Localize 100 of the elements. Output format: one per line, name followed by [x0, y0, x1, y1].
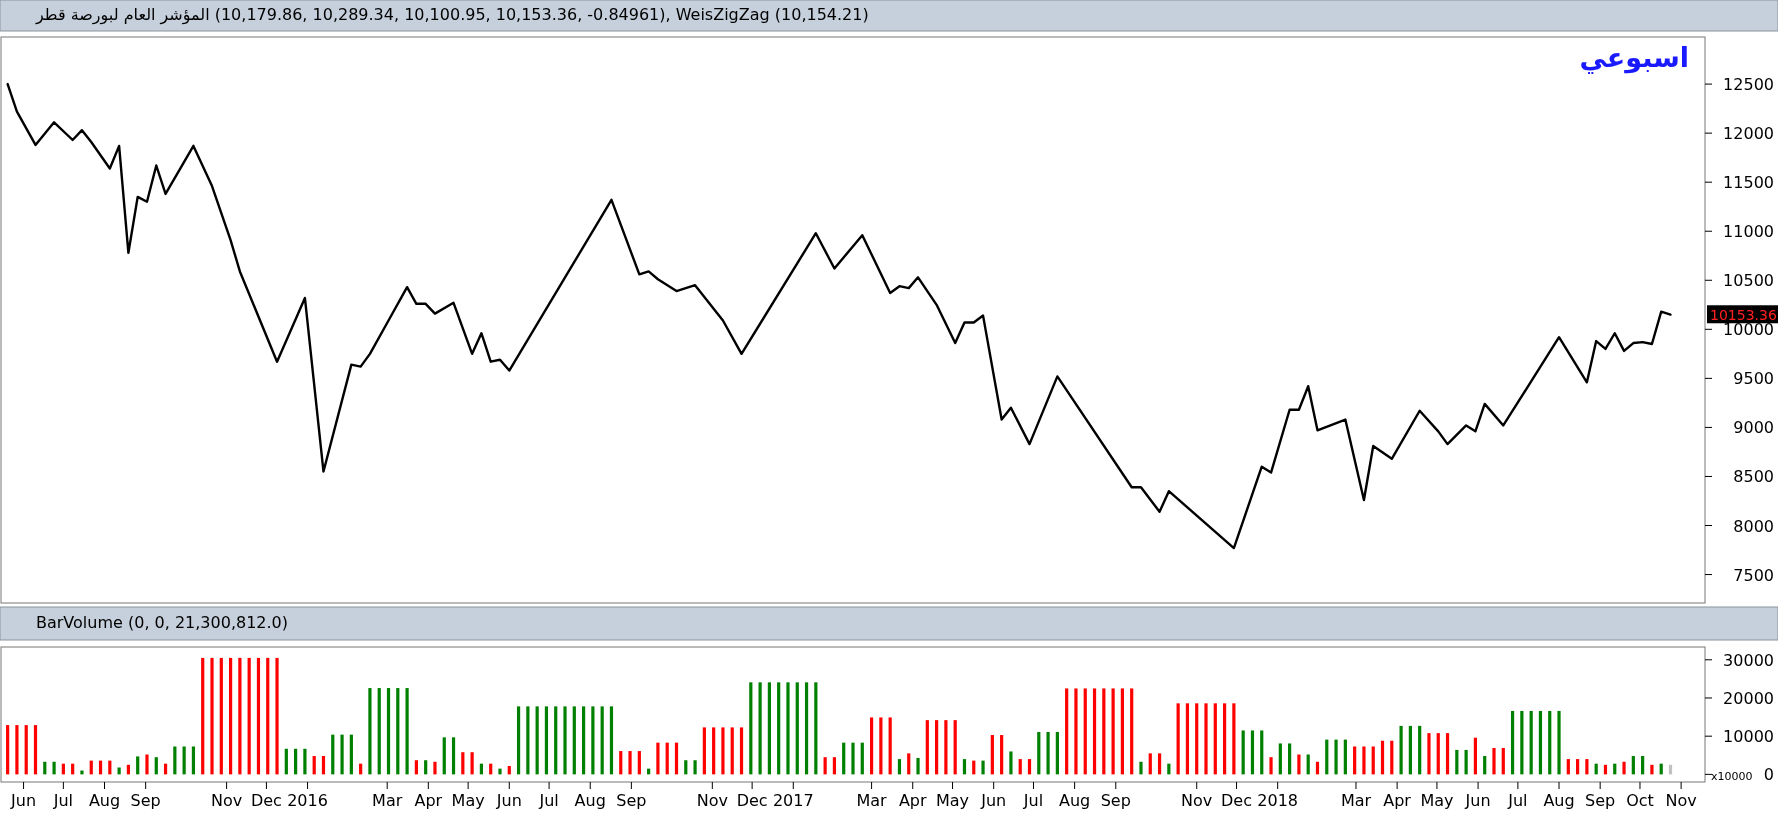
bar: [6, 725, 10, 775]
x-tick-label: Jul: [538, 791, 559, 810]
bar: [154, 757, 158, 775]
bar: [935, 720, 939, 775]
bar: [1427, 733, 1431, 775]
bar: [1139, 761, 1143, 775]
bar: [572, 706, 576, 775]
bar: [1464, 749, 1468, 775]
bar: [879, 717, 883, 775]
bar: [1353, 746, 1357, 775]
bar: [693, 760, 697, 775]
bar: [117, 767, 121, 775]
bar: [275, 657, 279, 775]
bar: [498, 768, 502, 775]
x-tick-label: Nov: [210, 791, 243, 810]
y-tick-label: 12000: [1723, 124, 1774, 144]
y-tick-label: 9000: [1733, 418, 1774, 438]
bar: [191, 746, 196, 775]
bar: [600, 706, 604, 775]
bar: [1092, 688, 1097, 775]
x-tick-label: Apr: [1383, 791, 1412, 810]
bar: [321, 756, 326, 775]
bar: [990, 735, 994, 775]
annotation: 10153.36: [1710, 307, 1777, 324]
line-series: [6, 82, 1672, 550]
bar: [1278, 743, 1282, 775]
x-tick-label: Nov: [1665, 791, 1697, 810]
x-tick-label: Nov: [1181, 791, 1213, 810]
bar: [1102, 688, 1106, 775]
bar: [24, 725, 28, 775]
x-tick-label: May: [451, 791, 485, 810]
y-tick-label: 10000: [1723, 727, 1774, 747]
bar: [526, 706, 530, 775]
y-tick-label: 10500: [1723, 271, 1774, 291]
bar: [1009, 751, 1013, 775]
bar: [637, 751, 641, 775]
x-tick-label: Dec: [250, 791, 282, 810]
bar: [628, 751, 632, 775]
x-tick-label: Apr: [414, 791, 443, 810]
bar: [15, 725, 19, 775]
bar: [916, 757, 920, 775]
bar: [897, 759, 902, 775]
bar: [1390, 740, 1394, 775]
x-tick-label: Aug: [1059, 791, 1091, 810]
bar: [43, 761, 47, 775]
bar: [749, 682, 753, 775]
bar: [777, 682, 781, 775]
y-tick-label: 8500: [1733, 467, 1774, 487]
bar: [1027, 759, 1032, 775]
bar: [1334, 739, 1338, 775]
bar: [182, 746, 186, 775]
bar: [591, 706, 595, 775]
bar: [1380, 740, 1385, 775]
x-tick-label: Oct: [1626, 791, 1654, 810]
bar: [173, 746, 177, 775]
bar: [1408, 725, 1412, 775]
bar: [804, 682, 809, 775]
bar: [294, 748, 298, 775]
x-tick-label: May: [935, 791, 970, 810]
bar: [869, 717, 874, 775]
bar: [1204, 703, 1208, 775]
bar: [1325, 739, 1329, 775]
bar: [1297, 754, 1301, 775]
bar: [461, 752, 465, 775]
bar: [953, 720, 957, 775]
bar: [1241, 730, 1245, 775]
bar: [582, 706, 586, 775]
bar: [1483, 756, 1487, 775]
bar: [405, 688, 409, 775]
bar: [1222, 703, 1227, 775]
y-tick-label: 12500: [1723, 75, 1774, 95]
bar: [1120, 688, 1124, 775]
bar: [210, 657, 214, 775]
x-tick-label: Mar: [856, 791, 888, 810]
bar: [1362, 746, 1366, 775]
x-tick-label: Nov: [696, 791, 728, 810]
bar: [767, 682, 771, 775]
x-tick-label: Jun: [495, 791, 522, 810]
x-tick-label: Dec: [1221, 791, 1253, 810]
x-tick-label: 2018: [1257, 791, 1299, 810]
bar: [981, 760, 985, 775]
x-tick-label: Jul: [1022, 791, 1044, 810]
y-tick-label: 20000: [1723, 688, 1774, 708]
bar: [1501, 748, 1505, 775]
bar: [665, 742, 669, 775]
bar: [1232, 703, 1236, 775]
bar: [712, 727, 716, 775]
bar: [424, 760, 428, 775]
y-tick-label: 11000: [1723, 222, 1774, 242]
bar: [535, 706, 539, 775]
bar: [1650, 764, 1654, 775]
bar: [721, 727, 725, 775]
bar: [1065, 688, 1069, 775]
bar: [1520, 710, 1524, 775]
x-tick-label: Mar: [372, 791, 403, 810]
x-tick-label: Aug: [88, 791, 121, 810]
bar: [674, 742, 679, 775]
bar: [396, 688, 400, 775]
bar: [377, 688, 381, 775]
bar: [851, 742, 855, 775]
